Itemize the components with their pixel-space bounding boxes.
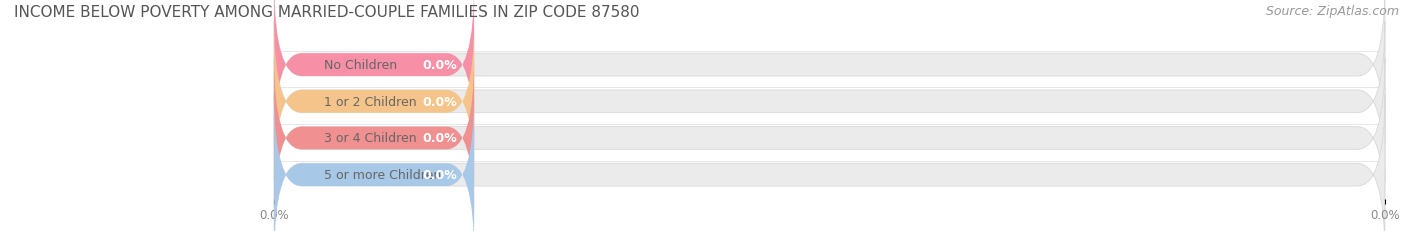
- FancyBboxPatch shape: [274, 95, 1385, 231]
- FancyBboxPatch shape: [274, 0, 474, 145]
- Text: 0.0%: 0.0%: [423, 168, 457, 181]
- Text: Source: ZipAtlas.com: Source: ZipAtlas.com: [1265, 5, 1399, 18]
- FancyBboxPatch shape: [274, 58, 474, 218]
- FancyBboxPatch shape: [274, 58, 1385, 218]
- Text: 1 or 2 Children: 1 or 2 Children: [325, 95, 416, 108]
- FancyBboxPatch shape: [274, 0, 1385, 145]
- Text: 0.0%: 0.0%: [423, 95, 457, 108]
- Text: No Children: No Children: [325, 59, 398, 72]
- FancyBboxPatch shape: [274, 22, 1385, 182]
- Text: 0.0%: 0.0%: [423, 132, 457, 145]
- Text: 5 or more Children: 5 or more Children: [325, 168, 441, 181]
- Text: INCOME BELOW POVERTY AMONG MARRIED-COUPLE FAMILIES IN ZIP CODE 87580: INCOME BELOW POVERTY AMONG MARRIED-COUPL…: [14, 5, 640, 20]
- FancyBboxPatch shape: [274, 22, 474, 182]
- Text: 3 or 4 Children: 3 or 4 Children: [325, 132, 416, 145]
- Text: 0.0%: 0.0%: [423, 59, 457, 72]
- FancyBboxPatch shape: [274, 95, 474, 231]
